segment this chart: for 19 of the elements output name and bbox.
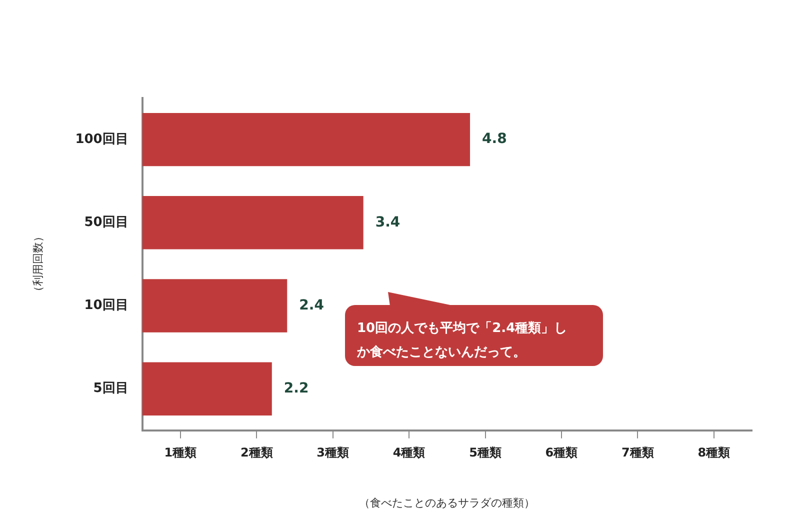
y-axis-title: （利用回数）	[31, 231, 44, 298]
y-tick-label: 100回目	[75, 132, 128, 147]
y-tick-label: 5回目	[93, 381, 128, 396]
data-label: 2.4	[299, 297, 324, 314]
x-tick-label: 3種類	[316, 446, 350, 460]
x-tick-label: 1種類	[164, 446, 197, 460]
x-tick-label: 5種類	[469, 446, 502, 460]
x-axis-title: （食べたことのあるサラダの種類）	[359, 496, 536, 510]
x-tick-label: 4種類	[392, 446, 426, 460]
data-label: 2.2	[284, 380, 309, 396]
data-label: 4.8	[482, 131, 507, 148]
x-tick-label: 6種類	[545, 446, 578, 460]
annotation: 10回の人でも平均で「2.4種類」しか食べたことないんだって。	[357, 320, 568, 362]
data-label: 3.4	[375, 214, 400, 230]
y-tick-label: 50回目	[84, 215, 128, 230]
x-tick-label: 8種類	[698, 446, 730, 460]
y-tick-label: 10回目	[84, 298, 128, 314]
x-tick-label: 7種類	[622, 446, 654, 460]
x-tick-label: 2種類	[240, 446, 273, 460]
